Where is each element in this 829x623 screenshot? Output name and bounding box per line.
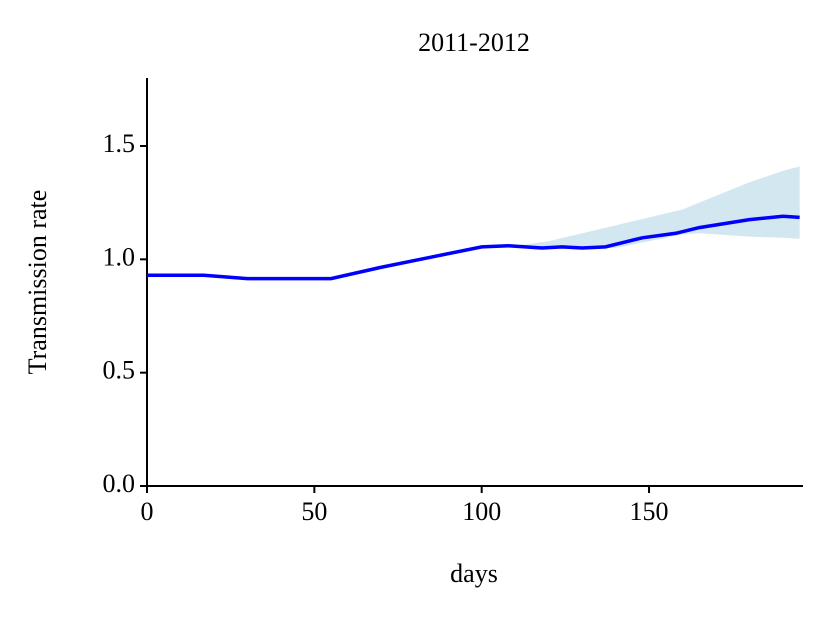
line-series (147, 214, 800, 281)
x-tick-label: 150 (630, 497, 669, 526)
x-axis-label: days (450, 559, 498, 588)
x-tick-label: 0 (141, 497, 154, 526)
confidence-band (515, 166, 800, 248)
y-axis-label: Transmission rate (23, 190, 52, 375)
x-tick-label: 100 (462, 497, 501, 526)
y-tick-label: 0.0 (103, 469, 136, 498)
x-tick-label: 50 (301, 497, 327, 526)
y-tick-label: 1.5 (103, 129, 136, 158)
y-tick-label: 0.5 (103, 356, 136, 385)
y-tick-label: 1.0 (103, 242, 136, 271)
chart-title: 2011-2012 (418, 28, 530, 57)
